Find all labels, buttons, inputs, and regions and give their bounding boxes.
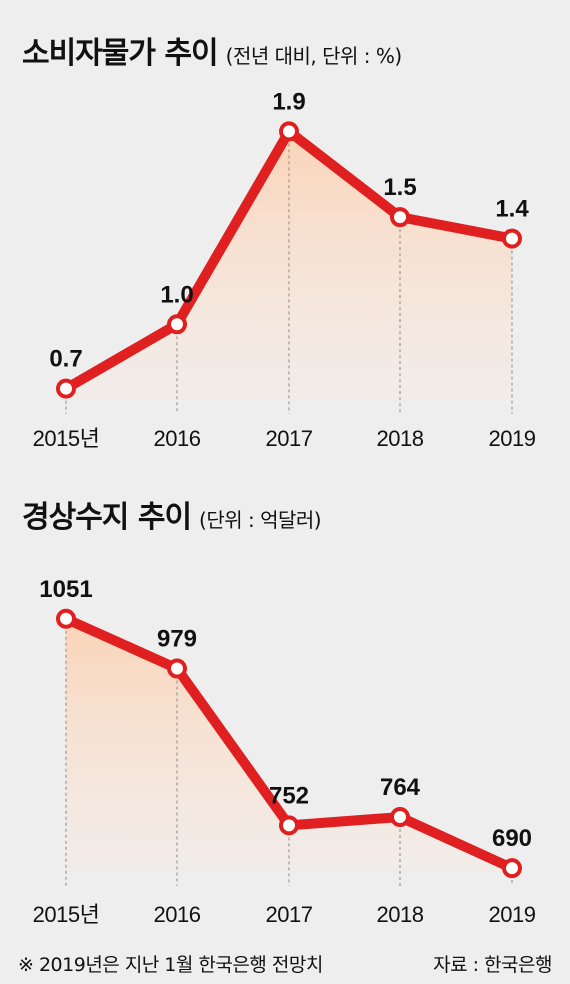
current-account-data-label-3: 764 — [380, 774, 421, 801]
current-account-data-label-1: 979 — [157, 626, 197, 653]
cpi-point-3 — [390, 207, 410, 228]
current-account-point-4 — [502, 858, 522, 879]
current-account-point-1 — [167, 658, 187, 679]
current-account-x-tick-label-0: 2015년 — [33, 902, 100, 927]
cpi-data-label-4: 1.4 — [495, 196, 529, 223]
current-account-x-tick-label-4: 2019 — [489, 902, 536, 927]
cpi-x-tick-label-0: 2015년 — [33, 426, 100, 451]
current-account-chart-title-text: 경상수지 추이 — [22, 500, 192, 535]
current-account-point-0 — [56, 608, 76, 629]
cpi-x-tick-label-4: 2019 — [489, 426, 536, 451]
current-account-chart-subtitle: (단위 : 억달러) — [199, 508, 322, 532]
source-label: 자료 : 한국은행 — [433, 954, 552, 976]
cpi-x-tick-label-3: 2018 — [377, 426, 424, 451]
cpi-data-label-0: 0.7 — [49, 346, 82, 373]
current-account-x-tick-label-1: 2016 — [154, 902, 201, 927]
footnote: ※ 2019년은 지난 1월 한국은행 전망치 — [18, 954, 323, 976]
cpi-point-0 — [56, 378, 76, 399]
cpi-data-label-3: 1.5 — [383, 174, 416, 201]
cpi-point-1 — [167, 314, 187, 335]
cpi-chart-title-text: 소비자물가 추이 — [22, 36, 219, 71]
current-account-x-tick-label-2: 2017 — [266, 902, 313, 927]
current-account-point-3 — [390, 807, 410, 828]
cpi-chart-subtitle: (전년 대비, 단위 : %) — [225, 44, 403, 68]
current-account-data-label-0: 1051 — [39, 576, 92, 603]
cpi-point-2 — [279, 121, 299, 142]
cpi-x-tick-label-1: 2016 — [154, 426, 201, 451]
current-account-chart-title: 경상수지 추이 (단위 : 억달러) — [22, 492, 322, 536]
cpi-line-chart: 0.7 1.0 1.9 1.5 1.4 2015년 2016 2017 2018 2019 — [33, 88, 537, 451]
cpi-point-4 — [502, 228, 522, 249]
cpi-data-label-1: 1.0 — [160, 281, 193, 308]
cpi-chart-title: 소비자물가 추이 (전년 대비, 단위 : %) — [22, 28, 402, 72]
current-account-data-label-4: 690 — [492, 825, 532, 852]
current-account-data-label-2: 752 — [269, 782, 309, 809]
current-account-line-chart: 1051 979 752 764 690 2015년 2016 2017 2018 2019 — [33, 576, 537, 927]
cpi-data-label-2: 1.9 — [272, 88, 305, 115]
current-account-x-tick-label-3: 2018 — [377, 902, 424, 927]
current-account-point-2 — [279, 815, 299, 836]
cpi-x-tick-label-2: 2017 — [266, 426, 313, 451]
